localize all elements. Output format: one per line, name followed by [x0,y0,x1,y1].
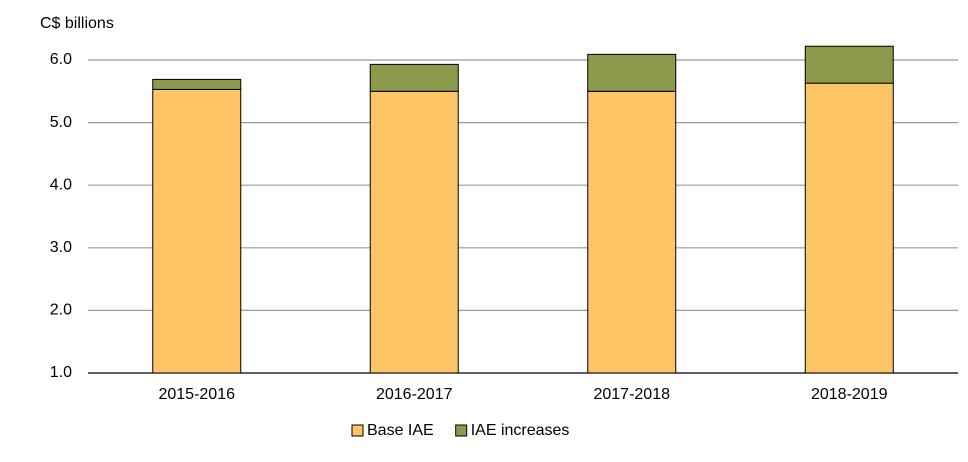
y-tick-label: 1.0 [50,364,72,381]
legend-swatch [351,424,364,437]
x-tick-label: 2017-2018 [593,386,670,403]
y-axis-label: C$ billions [40,15,114,32]
bar-segment [587,53,677,92]
bar-segment [369,90,459,374]
y-tick-label: 5.0 [50,114,72,131]
x-tick-label: 2016-2017 [376,386,453,403]
bar-segment [152,78,242,90]
bar-segment [369,63,459,92]
bar-segment [587,90,677,374]
legend-label: Base IAE [367,422,434,439]
bar-segment [804,45,894,84]
y-tick-label: 3.0 [50,239,72,256]
x-tick-label: 2018-2019 [811,386,888,403]
y-tick-label: 4.0 [50,176,72,193]
x-tick-label: 2015-2016 [158,386,235,403]
bar-segment [804,82,894,374]
legend-swatch [455,424,468,437]
y-tick-label: 2.0 [50,302,72,319]
y-tick-label: 6.0 [50,51,72,68]
legend-label: IAE increases [471,422,570,439]
bar-segment [152,88,242,374]
